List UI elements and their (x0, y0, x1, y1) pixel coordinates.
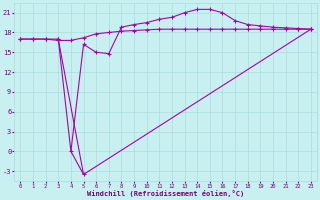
X-axis label: Windchill (Refroidissement éolien,°C): Windchill (Refroidissement éolien,°C) (87, 190, 244, 197)
